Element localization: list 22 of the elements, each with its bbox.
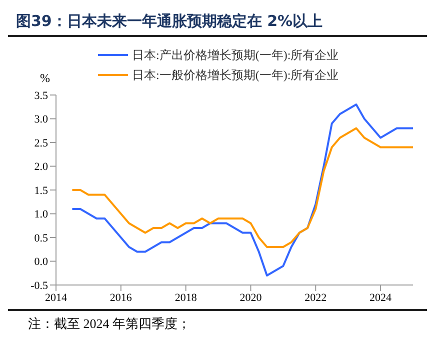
y-tick-label: 1.0 xyxy=(34,208,48,221)
x-tick-label: 2016 xyxy=(110,292,132,304)
y-tick-label: -0.5 xyxy=(30,280,48,292)
y-tick-label: 1.5 xyxy=(34,184,48,197)
line-series xyxy=(71,104,413,276)
x-tick-label: 2014 xyxy=(45,292,68,304)
text: 注：截至 2024 年第四季度； xyxy=(28,315,192,333)
y-tick-label: 2.0 xyxy=(34,161,48,174)
x-tick-label: 2018 xyxy=(174,292,198,304)
x-tick-label: 2020 xyxy=(240,292,262,304)
y-tick-label: 0.5 xyxy=(34,232,48,244)
legend-label: 日本:一般价格增长预期(一年):所有企业 xyxy=(132,67,339,84)
line-series xyxy=(71,127,413,248)
x-tick-label: 2024 xyxy=(370,292,392,304)
chart-title: 图39：日本未来一年通胀预期稳定在 2%以上 xyxy=(8,8,427,37)
legend-label: 日本:产出价格增长预期(一年):所有企业 xyxy=(132,47,339,64)
y-axis-title: % xyxy=(40,71,50,86)
y-tick-label: 3.5 xyxy=(34,90,48,102)
y-tick-label: 3.0 xyxy=(34,114,48,126)
x-tick-label: 2022 xyxy=(304,292,327,304)
y-tick-label: 0.0 xyxy=(34,256,48,268)
y-tick-label: 2.5 xyxy=(34,137,48,150)
